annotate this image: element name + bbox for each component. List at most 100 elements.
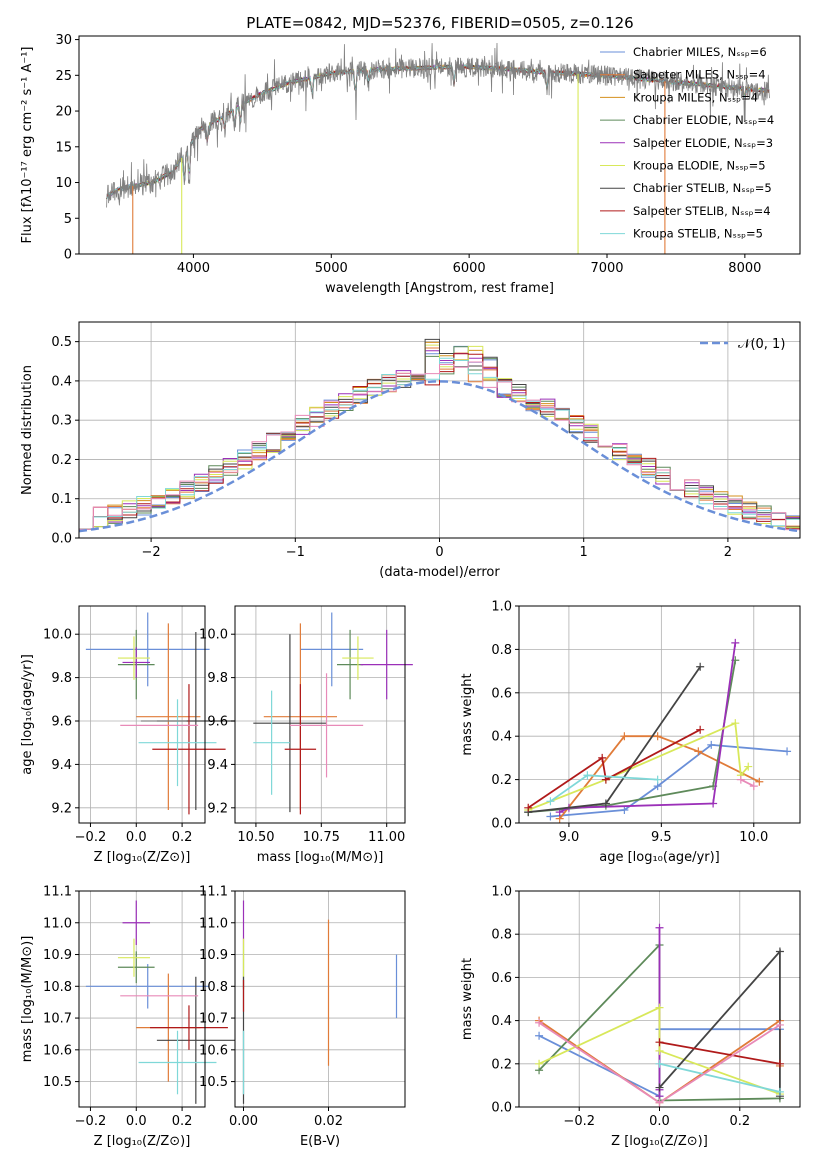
- x-tick-label: 6000: [453, 261, 486, 276]
- y-tick-label: 10.8: [199, 980, 228, 995]
- y-tick-label: 10.7: [199, 1012, 228, 1027]
- x-tick-label: −0.2: [75, 830, 107, 845]
- x-axis-label: Z [log₁₀(Z/Z⊙)]: [94, 850, 191, 865]
- y-tick-label: 30: [55, 33, 72, 48]
- axes-frame: [234, 605, 406, 824]
- y-tick-label: 20: [55, 105, 72, 120]
- y-tick-label: 10.8: [43, 980, 72, 995]
- y-axis-label: Normed distribution: [20, 365, 35, 495]
- mass-weight-marker: [620, 805, 629, 814]
- legend-entry: Chabrier MILES, Nₛₛₚ=6: [633, 45, 767, 59]
- x-axis-label: (data-model)/error: [379, 565, 500, 580]
- mass-weight-marker: [731, 638, 740, 647]
- x-tick-label: 8000: [728, 261, 761, 276]
- y-tick-label: 10: [55, 176, 72, 191]
- x-axis-label: Z [log₁₀(Z/Z⊙)]: [94, 1134, 191, 1149]
- x-tick-label: 0.2: [729, 1114, 750, 1129]
- y-tick-label: 9.2: [207, 801, 228, 816]
- mass-weight-marker: [653, 732, 662, 741]
- x-axis-label: wavelength [Angstrom, rest frame]: [325, 281, 554, 296]
- normal-reference-curve: [78, 380, 801, 533]
- mass-weight-marker: [655, 1098, 664, 1107]
- age-vs-mass-panel: 10.50 10.75 11.00 9.2 9.4 9.6 9.8 10.0 mass [log…: [199, 605, 413, 865]
- mass-weight-marker: [696, 662, 705, 671]
- y-tick-label: 10.0: [199, 628, 228, 643]
- residual-histogram-panel: −2 −1 0 1 2 0.0 0.1 0.2 0.3 0.4 0.5 (data-model)/er…: [20, 321, 801, 580]
- y-tick-label: 0.4: [491, 1014, 512, 1029]
- legend-entry: Salpeter MILES, Nₛₛₚ=4: [633, 68, 766, 82]
- mass-weight-marker: [707, 740, 716, 749]
- x-tick-label: −0.2: [563, 1114, 595, 1129]
- y-tick-label: 10.6: [199, 1043, 228, 1058]
- mass-weight-marker: [655, 1003, 664, 1012]
- y-tick-label: 11.1: [43, 885, 72, 900]
- x-axis-label: E(B-V): [300, 1134, 340, 1149]
- mass-weight-marker: [535, 1031, 544, 1040]
- x-tick-label: 5000: [315, 261, 348, 276]
- y-tick-label: 0.1: [51, 492, 72, 507]
- mass-weight-vs-metallicity-panel: −0.2 0.0 0.2 0.0 0.2 0.4 0.6 0.8 1.0 Z [log₁₀(Z/Z…: [460, 885, 801, 1149]
- x-tick-label: 0.02: [314, 1114, 343, 1129]
- mass-weight-marker: [546, 812, 555, 821]
- axes-frame: [78, 605, 206, 824]
- mass-weight-line: [527, 728, 701, 809]
- mass-weight-marker: [620, 732, 629, 741]
- axes-frame: [78, 35, 801, 255]
- x-tick-label: 10.75: [303, 830, 340, 845]
- y-tick-label: 0.8: [491, 643, 512, 658]
- axes-frame: [234, 890, 406, 1108]
- mass-weight-marker: [775, 1020, 784, 1029]
- mass-weight-marker: [655, 1059, 664, 1068]
- mass-weight-marker: [775, 1059, 784, 1068]
- y-tick-label: 11.0: [199, 916, 228, 931]
- x-tick-label: 0.0: [649, 1114, 670, 1129]
- legend-entry: 𝒩(0, 1): [738, 337, 785, 352]
- x-axis-label: age [log₁₀(age/yr)]: [599, 850, 720, 865]
- y-tick-label: 10.7: [43, 1012, 72, 1027]
- y-tick-label: 10.9: [43, 948, 72, 963]
- y-tick-label: 0.0: [491, 1101, 512, 1116]
- figure-title: PLATE=0842, MJD=52376, FIBERID=0505, z=0…: [246, 14, 633, 32]
- mass-weight-line: [659, 1041, 781, 1065]
- mass-weight-line: [658, 949, 781, 1097]
- y-tick-label: 0.8: [491, 928, 512, 943]
- y-tick-label: 0.3: [51, 414, 72, 429]
- legend-entry: Salpeter STELIB, Nₛₛₚ=4: [633, 204, 771, 218]
- legend-entry: Salpeter ELODIE, Nₛₛₚ=3: [633, 136, 773, 150]
- mass-weight-line: [538, 1006, 781, 1095]
- y-tick-label: 10.6: [43, 1043, 72, 1058]
- x-tick-label: 7000: [590, 261, 623, 276]
- x-tick-label: 0.00: [229, 1114, 258, 1129]
- x-tick-label: −2: [142, 545, 161, 560]
- y-tick-label: 9.4: [207, 758, 228, 773]
- y-tick-label: 0.0: [491, 817, 512, 832]
- observed-spectrum-line: [106, 42, 770, 208]
- legend-entry: Kroupa ELODIE, Nₛₛₚ=5: [633, 159, 766, 173]
- x-tick-label: −1: [286, 545, 305, 560]
- mass-weight-marker: [653, 775, 662, 784]
- y-tick-label: 9.6: [207, 715, 228, 730]
- mass-vs-metallicity-panel: −0.2 0.0 0.2 10.5 10.6 10.7 10.8 10.9 11.0 11.1 Z …: [20, 885, 235, 1149]
- y-tick-label: 25: [55, 69, 72, 84]
- y-tick-label: 0.6: [491, 686, 512, 701]
- legend-entry: Kroupa STELIB, Nₛₛₚ=5: [633, 227, 763, 241]
- y-tick-label: 15: [55, 140, 72, 155]
- y-axis-label: Flux [fλ10⁻¹⁷ erg cm⁻² s⁻¹ A⁻¹]: [20, 47, 35, 244]
- x-tick-label: −0.2: [75, 1114, 107, 1129]
- x-axis-label: mass [log₁₀(M/M⊙)]: [257, 850, 384, 865]
- spectrum-panel: 4000 5000 6000 7000 8000 0 5 10 15 20 25 30 waveleng…: [20, 33, 801, 296]
- mass-weight-marker: [583, 771, 592, 780]
- y-tick-label: 1.0: [491, 600, 512, 615]
- legend-entry: Chabrier ELODIE, Nₛₛₚ=4: [633, 113, 774, 127]
- mass-weight-marker: [755, 777, 764, 786]
- mass-vs-ebv-panel: 0.00 0.02 10.5 10.6 10.7 10.8 10.9 11.0 11.1 E(B-…: [199, 885, 406, 1149]
- mass-weight-vs-age-panel: 9.0 9.5 10.0 0.0 0.2 0.4 0.6 0.8 1.0 age [log₁₀(a…: [460, 600, 801, 865]
- mass-weight-marker: [694, 747, 703, 756]
- y-tick-label: 9.8: [207, 671, 228, 686]
- legend-entry: Kroupa MILES, Nₛₛₚ=4: [633, 90, 758, 104]
- x-tick-label: 10.0: [739, 830, 768, 845]
- mass-weight-marker: [524, 803, 533, 812]
- mass-weight-line: [740, 778, 755, 787]
- x-tick-label: 0.2: [172, 1114, 193, 1129]
